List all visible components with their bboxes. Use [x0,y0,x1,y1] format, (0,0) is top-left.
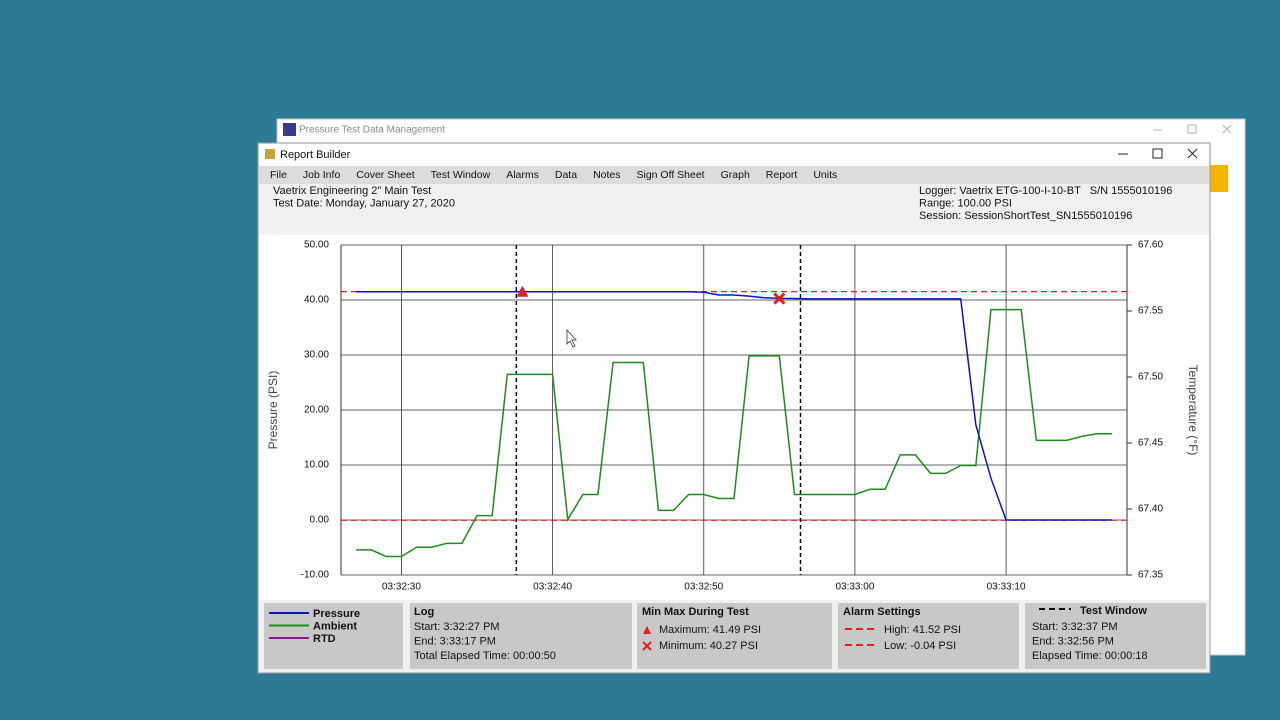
legend-label: Ambient [313,620,357,632]
minmax-panel [637,603,832,669]
panel-line: Start: 3:32:27 PM [414,621,500,633]
y-tick-label: -10.00 [301,570,330,581]
panel-line: Low: -0.04 PSI [884,640,956,652]
background-window-title: Pressure Test Data Management [299,125,445,136]
y-tick-label: 30.00 [304,350,329,361]
menu-item[interactable]: File [270,169,287,181]
max-marker [516,285,529,297]
panel-title: Log [414,606,434,618]
app-icon [283,123,296,136]
panel-line: Maximum: 41.49 PSI [659,624,761,636]
window-icon [265,149,275,159]
menu-bar [259,166,1209,184]
series-line [356,308,1112,558]
panel-line: End: 3:32:56 PM [1032,635,1114,647]
header-line: Test Date: Monday, January 27, 2020 [273,197,455,209]
x-tick-label: 03:32:40 [533,582,572,593]
menu-item[interactable]: Data [555,169,577,181]
y-tick-label: 20.00 [304,405,329,416]
x-tick-label: 03:33:00 [835,582,874,593]
y-tick-label: 10.00 [304,460,329,471]
window-controls[interactable] [1118,148,1198,159]
y2-tick-label: 67.35 [1138,570,1163,581]
window-title: Report Builder [280,149,351,161]
log-panel [410,603,632,669]
y2-tick-label: 67.45 [1138,438,1163,449]
legend-label: RTD [313,633,336,645]
test-window-panel [1025,603,1206,669]
panel-title: Test Window [1080,605,1147,617]
menu-item[interactable]: Report [766,169,798,181]
y2-tick-label: 67.55 [1138,306,1163,317]
background-button[interactable] [1210,165,1228,192]
mouse-cursor [566,328,577,348]
y-tick-label: 0.00 [310,515,330,526]
panel-line: Minimum: 40.27 PSI [659,640,758,652]
x-tick-label: 03:32:50 [684,582,723,593]
y-axis-title: Pressure (PSI) [266,371,280,450]
series-line [356,291,1112,521]
menu-item[interactable]: Graph [721,169,750,181]
menu-item[interactable]: Units [813,169,837,181]
title-bar [259,144,1209,166]
chart-area [259,235,1209,600]
panel-line: High: 41.52 PSI [884,624,961,636]
y-tick-label: 40.00 [304,295,329,306]
menu-item[interactable]: Alarms [506,169,539,181]
y2-tick-label: 67.40 [1138,504,1163,515]
panel-line: End: 3:33:17 PM [414,635,496,647]
menu-item[interactable]: Notes [593,169,620,181]
y2-tick-label: 67.50 [1138,372,1163,383]
x-tick-label: 03:32:30 [382,582,421,593]
menu-item[interactable]: Test Window [431,169,491,181]
background-window-controls[interactable] [1153,124,1232,134]
panel-title: Min Max During Test [642,606,749,618]
x-tick-label: 03:33:10 [987,582,1026,593]
header-line: Session: SessionShortTest_SN1555010196 [919,210,1132,222]
menu: File Job Info Cover Sheet Test Window Alarms… [270,169,837,181]
menu-item[interactable]: Cover Sheet [356,169,414,181]
y2-axis-title: Temperature (°F) [1186,365,1200,456]
menu-item[interactable]: Sign Off Sheet [637,169,705,181]
y2-tick-label: 67.60 [1138,240,1163,251]
header-line: Logger: Vaetrix ETG-100-I-10-BT S/N 1555… [919,185,1172,197]
chart: 50.00 40.00 30.00 20.00 10.00 0.00 -10.00 03:32… [266,240,1200,593]
panel-line: Start: 3:32:37 PM [1032,621,1118,633]
panel-line: Total Elapsed Time: 00:00:50 [414,650,556,662]
alarm-panel [838,603,1019,669]
panel-line: Elapsed Time: 00:00:18 [1032,650,1148,662]
panel-title: Alarm Settings [843,606,921,618]
header-line: Range: 100.00 PSI [919,197,1012,209]
min-marker [773,292,786,305]
min-icon [642,641,652,651]
header-line: Vaetrix Engineering 2" Main Test [273,185,431,197]
y-tick-label: 50.00 [304,240,329,251]
menu-item[interactable]: Job Info [303,169,341,181]
legend-label: Pressure [313,608,360,620]
max-icon [643,626,651,634]
